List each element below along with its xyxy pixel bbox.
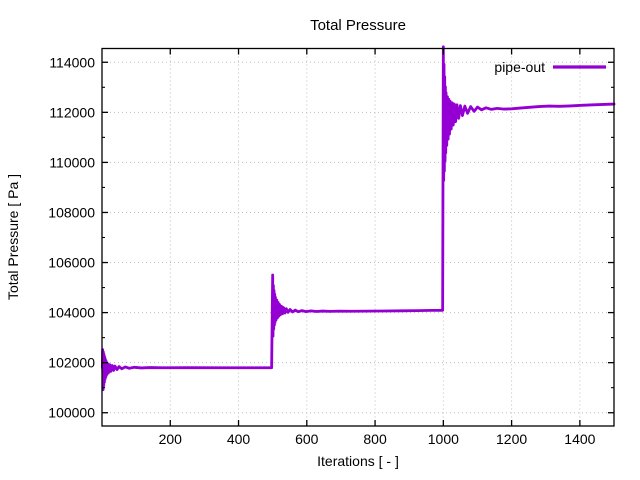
data-line-pipe-out <box>100 45 616 392</box>
y-tick-label-106000: 106000 <box>48 255 95 271</box>
x-tick-label-1000: 1000 <box>428 431 459 447</box>
y-tick-label-110000: 110000 <box>49 154 95 170</box>
grid-layer <box>102 48 614 426</box>
legend: pipe-out <box>494 59 606 75</box>
x-tick-label-600: 600 <box>295 431 319 447</box>
x-tick-label-200: 200 <box>159 431 183 447</box>
x-axis-label: Iterations [ - ] <box>317 453 399 469</box>
y-tick-label-112000: 112000 <box>49 104 95 120</box>
x-tick-label-800: 800 <box>363 431 387 447</box>
tick-layer: 200 400 600 800 1000 1200 1400 100000 102000 1040… <box>48 48 614 447</box>
y-tick-label-104000: 104000 <box>48 305 95 321</box>
x-tick-label-400: 400 <box>227 431 251 447</box>
x-tick-label-1400: 1400 <box>564 431 595 447</box>
y-tick-label-108000: 108000 <box>48 204 95 220</box>
series-layer <box>100 45 616 392</box>
plot-border <box>101 47 615 427</box>
y-tick-label-114000: 114000 <box>49 54 95 70</box>
legend-series-label: pipe-out <box>494 59 545 75</box>
x-tick-label-1200: 1200 <box>496 431 527 447</box>
y-axis-label: Total Pressure [ Pa ] <box>5 174 21 300</box>
chart-title: Total Pressure <box>310 17 406 34</box>
y-tick-label-102000: 102000 <box>48 355 95 371</box>
y-tick-label-100000: 100000 <box>48 405 95 421</box>
